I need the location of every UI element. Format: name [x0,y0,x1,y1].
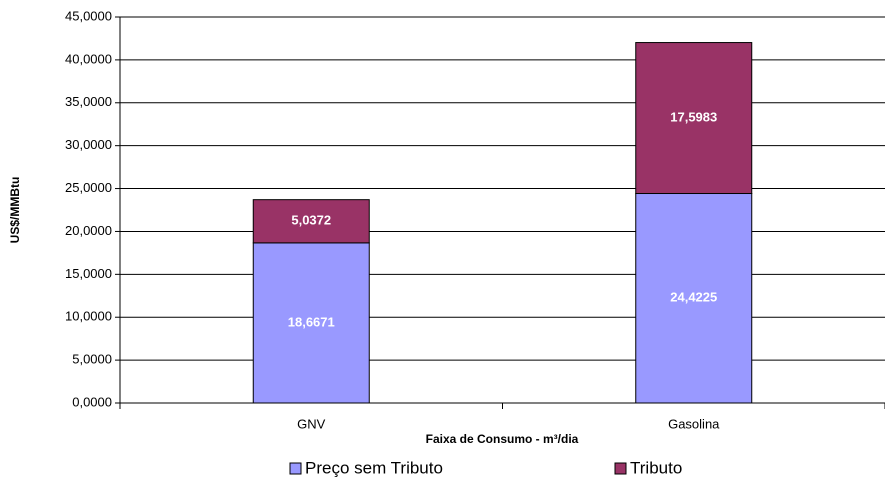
y-tick-label: 35,0000 [65,94,112,109]
x-axis-label: Faixa de Consumo - m³/dia [426,432,579,446]
x-tick-label: Gasolina [668,416,720,431]
y-axis-label: US$/MMBtu [8,177,22,244]
y-tick-label: 10,0000 [65,309,112,324]
bar-segment [252,242,370,404]
x-tick-label: GNV [297,416,326,431]
bar-segment [252,199,370,244]
y-tick-label: 40,0000 [65,51,112,66]
bar-segment [635,42,753,195]
y-tick-label: 20,0000 [65,223,112,238]
data-label: 17,5983 [670,109,717,124]
y-tick-label: 0,0000 [72,394,112,409]
y-tick-label: 5,0000 [72,352,112,367]
y-tick-label: 15,0000 [65,266,112,281]
legend-label: Preço sem Tributo [305,458,443,477]
data-label: 5,0372 [291,213,331,228]
data-label: 18,6671 [288,314,335,329]
bar-segment [635,193,753,404]
legend-swatch [289,462,302,475]
data-label: 24,4225 [670,290,717,305]
y-tick-label: 45,0000 [65,8,112,23]
legend-swatch [614,462,627,475]
y-tick-label: 30,0000 [65,137,112,152]
y-tick-label: 25,0000 [65,180,112,195]
legend-label: Tributo [630,458,682,477]
